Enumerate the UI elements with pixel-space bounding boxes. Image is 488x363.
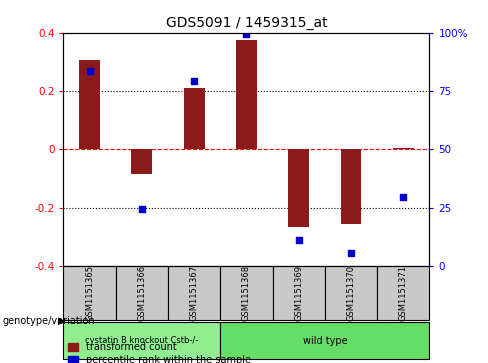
Text: GSM1151370: GSM1151370: [346, 265, 356, 321]
Bar: [341, 149, 362, 224]
Text: GSM1151371: GSM1151371: [399, 265, 408, 321]
Bar: [325, 266, 377, 320]
Bar: [131, 149, 152, 174]
Bar: [236, 40, 257, 149]
Point: [243, 31, 250, 37]
Bar: [288, 149, 309, 227]
Bar: [393, 148, 414, 149]
Point: [138, 206, 146, 212]
Text: ▶: ▶: [58, 316, 65, 326]
Bar: [183, 88, 204, 149]
Text: GSM1151369: GSM1151369: [294, 265, 303, 321]
Point: [295, 237, 303, 243]
Point: [399, 195, 407, 200]
Text: GSM1151366: GSM1151366: [137, 265, 146, 321]
Text: GSM1151367: GSM1151367: [190, 265, 199, 321]
Text: GSM1151368: GSM1151368: [242, 265, 251, 321]
Text: wild type: wild type: [303, 336, 347, 346]
Legend: transformed count, percentile rank within the sample: transformed count, percentile rank withi…: [68, 342, 251, 363]
Text: GSM1151365: GSM1151365: [85, 265, 94, 321]
Point: [190, 78, 198, 84]
Point: [347, 250, 355, 256]
Bar: [273, 266, 325, 320]
Text: cystatin B knockout Cstb-/-: cystatin B knockout Cstb-/-: [85, 336, 199, 345]
Title: GDS5091 / 1459315_at: GDS5091 / 1459315_at: [165, 16, 327, 30]
Bar: [116, 266, 168, 320]
Bar: [63, 322, 220, 359]
Bar: [79, 60, 100, 149]
Bar: [377, 266, 429, 320]
Bar: [63, 266, 116, 320]
Point: [86, 68, 94, 73]
Bar: [220, 266, 273, 320]
Bar: [168, 266, 220, 320]
Bar: [220, 322, 429, 359]
Text: genotype/variation: genotype/variation: [2, 316, 95, 326]
